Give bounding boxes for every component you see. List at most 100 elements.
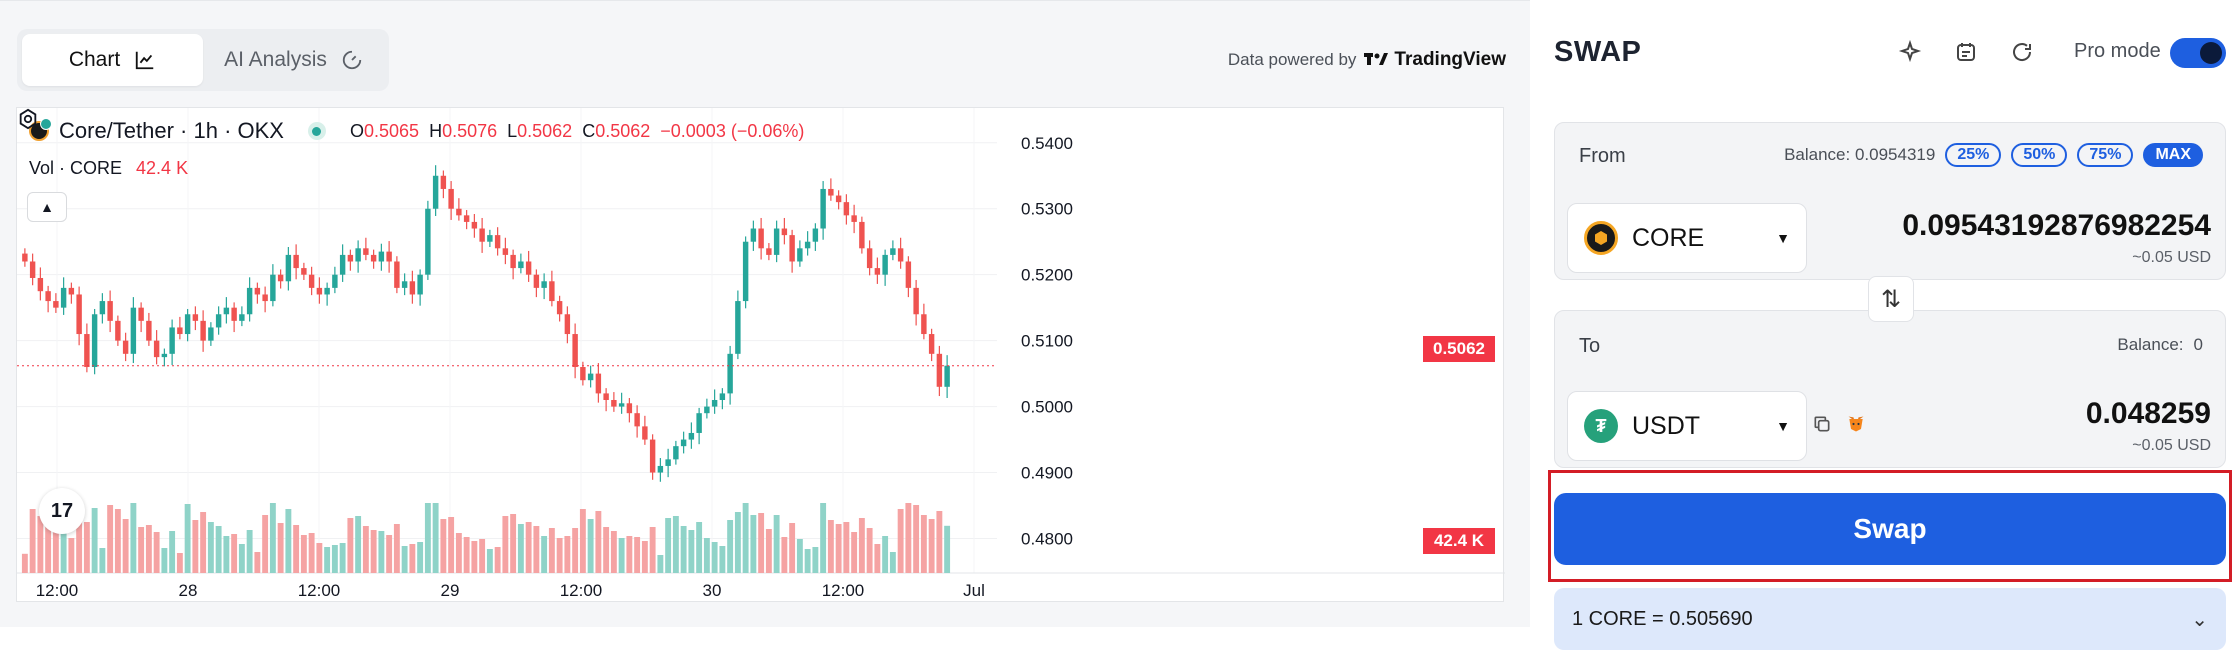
candle-body [107,301,113,321]
volume-bar [324,547,331,573]
candle-body [161,353,168,358]
pill-max[interactable]: MAX [2143,143,2203,167]
candle-body [208,327,214,341]
volume-bar [665,518,672,573]
settings-gear-icon[interactable] [17,108,39,130]
candle-body [618,403,625,407]
volume-bar [192,520,199,573]
y-tick-label: 0.4800 [1021,529,1073,548]
open-label: O [349,120,364,141]
candle-body [347,254,354,262]
candle-body [735,301,741,354]
volume-bar [533,526,540,573]
volume-bar [579,509,586,573]
volume-bar [114,509,121,573]
tradingview-word: TradingView [1394,49,1506,70]
volume-bar [99,548,106,573]
y-tick-label: 0.5400 [1021,134,1073,153]
candle-body [541,281,547,288]
y-tick-label: 0.5000 [1021,398,1073,417]
candle-body [355,248,361,262]
refresh-icon[interactable] [2010,40,2034,64]
candlestick-chart[interactable]: 0.5400 0.5300 0.5200 0.5100 0.5000 0.4900 0.48… [17,108,1505,603]
candle-body [556,301,563,315]
candle-body [572,334,578,368]
volume-bar [564,536,571,573]
candle-body [339,254,346,275]
pill-75-percent[interactable]: 75% [2077,143,2134,167]
volume-bar [889,552,896,573]
candle-body [804,241,811,249]
pill-25-percent[interactable]: 25% [1945,143,2002,167]
from-token-select[interactable]: CORE ▼ [1567,203,1807,273]
candle-body [316,287,323,295]
candle-body [611,399,617,407]
x-tick-label: 30 [703,581,722,600]
price-chart[interactable]: 0.5400 0.5300 0.5200 0.5100 0.5000 0.4900 0.48… [16,107,1505,603]
swap-header-icons [1898,40,2034,64]
candle-body [487,235,493,242]
candle-body [696,413,702,433]
swap-button[interactable]: Swap [1554,493,2226,565]
volume-bar [231,534,238,573]
chart-legend: Core/Tether · 1h · OKX O0.5065 H0.5076 L… [29,118,804,144]
candle-body [37,277,44,292]
to-balance: Balance: 0 [2117,335,2203,355]
candle-body [91,314,98,368]
candle-body [859,221,865,249]
sparkle-icon[interactable] [1898,40,1922,64]
collapse-legend-button[interactable]: ▲ [27,192,67,222]
volume-value: 42.4 K [136,158,189,178]
candle-body [828,188,834,196]
x-tick-label: Jul [963,581,985,600]
last-price-tag: 0.5062 [1423,336,1495,362]
candle-body [750,228,757,242]
pill-50-percent[interactable]: 50% [2011,143,2068,167]
candle-body [45,291,51,302]
to-box: To Balance: 0 ₮ USDT ▼ 0.048259 ~0.05 US… [1554,310,2226,468]
candle-body [789,235,795,262]
rate-row[interactable]: 1 CORE = 0.505690 ⌄ [1554,588,2226,650]
volume-bar [897,509,904,573]
candle-body [494,235,501,249]
swap-button-highlight [1548,470,2232,582]
candle-body [293,254,299,269]
volume-bar [618,538,625,573]
tab-ai-analysis[interactable]: AI Analysis [203,34,384,86]
candle-body [518,261,524,269]
volume-bar [83,522,90,573]
candle-body [370,254,377,262]
data-powered-by[interactable]: Data powered by TradingView [1228,49,1506,71]
volume-bar [525,522,532,573]
candle-body [363,248,369,255]
from-balance-label: Balance: [1784,145,1851,164]
to-label: To [1579,335,1601,357]
volume-bar [541,536,548,573]
from-amount[interactable]: 0.09543192876982254 [1902,209,2211,242]
y-tick-label: 0.5100 [1021,332,1073,351]
pro-mode-toggle[interactable] [2170,38,2226,68]
candle-body [781,228,788,236]
volume-bar [91,508,98,573]
volume-bar [750,515,757,573]
candle-body [649,439,656,473]
volume-bar [169,531,176,573]
to-token-select[interactable]: ₮ USDT ▼ [1567,391,1807,461]
volume-bar [789,523,796,573]
volume-bar [269,503,276,573]
candle-body [153,340,160,358]
swap-direction-button[interactable]: ⇅ [1868,276,1914,322]
candle-body [246,287,253,315]
metamask-fox-icon[interactable] [1846,414,1866,434]
calendar-icon[interactable] [1954,40,1978,64]
candle-body [223,307,230,315]
copy-icon[interactable] [1812,414,1832,434]
volume-legend: Vol · CORE 42.4 K [29,158,188,179]
tab-chart[interactable]: Chart [22,34,203,86]
gauge-icon [342,50,362,70]
volume-bar [603,527,610,573]
tradingview-badge[interactable]: 17 [39,488,85,534]
volume-bar [347,518,354,573]
candle-body [122,340,129,354]
volume-bar [207,522,214,573]
